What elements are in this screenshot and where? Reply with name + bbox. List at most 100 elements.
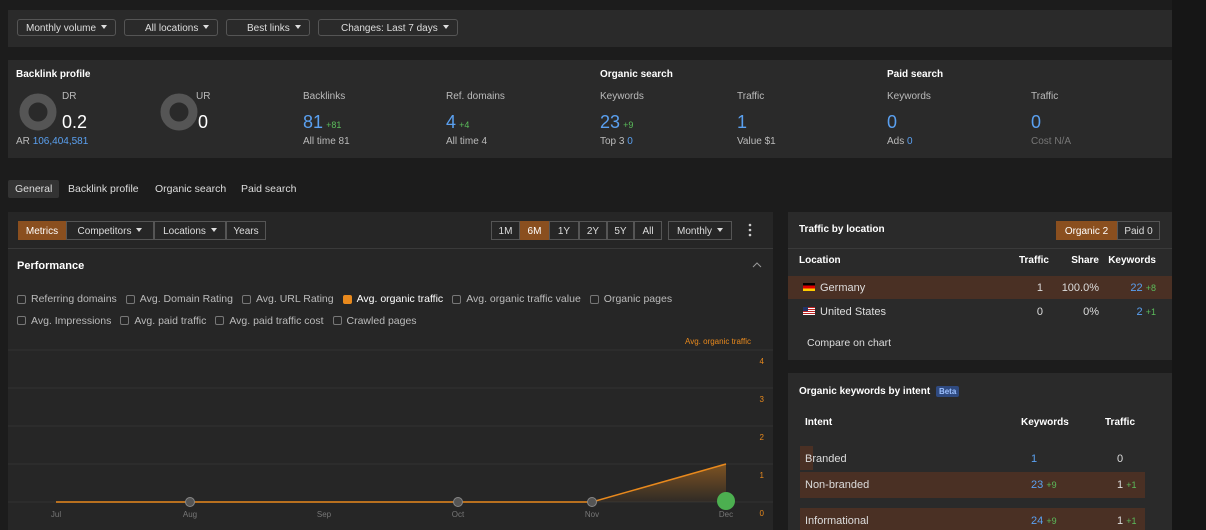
checkbox-label[interactable]: Organic pages: [603, 293, 673, 305]
tab[interactable]: Backlink profile: [68, 183, 139, 195]
value[interactable]: 23: [600, 112, 621, 132]
checkbox-box[interactable]: [215, 316, 225, 325]
checkbox-label[interactable]: Avg. paid traffic cost: [229, 314, 324, 327]
filter[interactable]: Best links: [226, 19, 310, 36]
checkbox[interactable]: Avg. organic traffic: [342, 289, 444, 309]
checkbox-box[interactable]: [17, 294, 26, 304]
checkbox-box[interactable]: [17, 316, 26, 325]
value[interactable]: 0: [1031, 112, 1042, 132]
value[interactable]: 0: [907, 136, 913, 147]
label: DR: [62, 91, 77, 102]
keywords[interactable]: 2: [1136, 306, 1143, 318]
share: 0%: [1083, 306, 1099, 318]
keywords[interactable]: 1: [1031, 453, 1038, 465]
filter[interactable]: Monthly volume: [17, 19, 117, 36]
sub: All time 4: [446, 136, 488, 147]
checkbox-box[interactable]: [125, 294, 135, 304]
keywords[interactable]: 24: [1031, 515, 1044, 527]
dr-donut: [19, 93, 57, 131]
collapse[interactable]: [752, 262, 762, 268]
checkbox[interactable]: Avg. URL Rating: [241, 289, 334, 309]
checkbox[interactable]: Avg. organic traffic value: [452, 289, 581, 309]
ur-donut: [160, 93, 198, 131]
value[interactable]: 1: [737, 112, 748, 132]
panel-title: Organic keywords by intent: [799, 386, 931, 397]
checkbox-box[interactable]: [120, 316, 130, 325]
toggle[interactable]: Paid 0: [1117, 221, 1160, 240]
keywords[interactable]: 22: [1130, 282, 1143, 294]
tab[interactable]: Organic search: [155, 183, 227, 195]
filter[interactable]: Changes: Last 7 days: [318, 19, 458, 36]
toggle[interactable]: Organic 2: [1056, 221, 1117, 240]
checkbox-label[interactable]: Crawled pages: [346, 314, 417, 327]
value[interactable]: 0: [887, 112, 898, 132]
change: +4: [459, 120, 470, 130]
checkbox-label[interactable]: Avg. Impressions: [31, 314, 112, 327]
keywords[interactable]: 23: [1031, 479, 1044, 491]
row-bar: [800, 508, 1145, 530]
traffic: 0: [1117, 453, 1124, 465]
checkbox-label[interactable]: Avg. URL Rating: [255, 293, 334, 305]
filter[interactable]: All locations: [124, 19, 219, 36]
checkbox-label[interactable]: Avg. paid traffic: [134, 314, 207, 327]
keywords-cell: 1: [1031, 452, 1037, 466]
divider: [8, 248, 773, 249]
annotation-marker[interactable]: [185, 497, 195, 507]
toolbar-btn[interactable]: Locations: [154, 221, 226, 240]
value[interactable]: 81: [303, 112, 324, 132]
checkbox-label[interactable]: Avg. organic traffic: [356, 293, 444, 305]
checkbox-box[interactable]: [589, 294, 599, 304]
checkbox-label[interactable]: Referring domains: [31, 293, 117, 305]
divider: [788, 248, 1172, 249]
value: 0.2: [62, 112, 88, 132]
checkbox[interactable]: Avg. paid traffic cost: [215, 311, 324, 331]
link[interactable]: Compare on chart: [807, 337, 892, 349]
interval-btn[interactable]: Monthly: [668, 221, 732, 240]
checkbox-box[interactable]: [241, 294, 251, 304]
change: +8: [1145, 283, 1156, 293]
donuts: [19, 93, 198, 131]
checkbox-box[interactable]: [452, 294, 462, 304]
x-tick-label: Oct: [452, 510, 465, 519]
annotation-marker[interactable]: [453, 497, 463, 507]
y-tick-label: 2: [760, 433, 765, 442]
toolbar-btn[interactable]: Years: [226, 221, 266, 240]
toolbar-btn[interactable]: Competitors: [66, 221, 154, 240]
section-title: Paid search: [887, 69, 944, 80]
label: Traffic: [1031, 91, 1059, 102]
intent-panel: [788, 373, 1172, 530]
checkbox-box[interactable]: [342, 294, 352, 304]
badge: Beta: [935, 386, 960, 397]
range-btn[interactable]: 2Y: [579, 221, 607, 240]
side-strip: [1172, 0, 1206, 530]
range-btn[interactable]: All: [634, 221, 662, 240]
checkbox[interactable]: Referring domains: [17, 289, 117, 309]
sub: Value $1: [737, 136, 776, 147]
range-btn[interactable]: 5Y: [607, 221, 634, 240]
range-btn[interactable]: 6M: [520, 221, 549, 240]
checkbox[interactable]: Avg. paid traffic: [120, 311, 206, 331]
value[interactable]: 0: [627, 136, 633, 147]
checkbox-label[interactable]: Avg. organic traffic value: [466, 293, 581, 305]
range-btn[interactable]: 1Y: [549, 221, 579, 240]
range-btn[interactable]: 1M: [491, 221, 520, 240]
row-highlight: [788, 276, 1172, 299]
series-label: Avg. organic traffic: [685, 337, 751, 346]
checkbox[interactable]: Avg. Domain Rating: [125, 289, 233, 309]
checkbox-box[interactable]: [332, 316, 342, 325]
tab[interactable]: General: [8, 180, 60, 198]
annotation-marker[interactable]: [717, 492, 735, 510]
annotation-marker[interactable]: [587, 497, 597, 507]
toolbar-btn[interactable]: Metrics: [18, 221, 66, 240]
more-menu[interactable]: [748, 223, 752, 237]
checkbox[interactable]: Avg. Impressions: [17, 311, 111, 331]
checkbox-label[interactable]: Avg. Domain Rating: [139, 293, 233, 305]
checkbox[interactable]: Organic pages: [589, 289, 673, 309]
tab[interactable]: Paid search: [241, 183, 297, 195]
checkbox[interactable]: Crawled pages: [332, 311, 417, 331]
sub: Cost N/A: [1031, 136, 1072, 147]
value[interactable]: 106,404,581: [32, 136, 89, 147]
th: Share: [1071, 255, 1099, 266]
value: 0: [198, 112, 209, 132]
value[interactable]: 4: [446, 112, 457, 132]
